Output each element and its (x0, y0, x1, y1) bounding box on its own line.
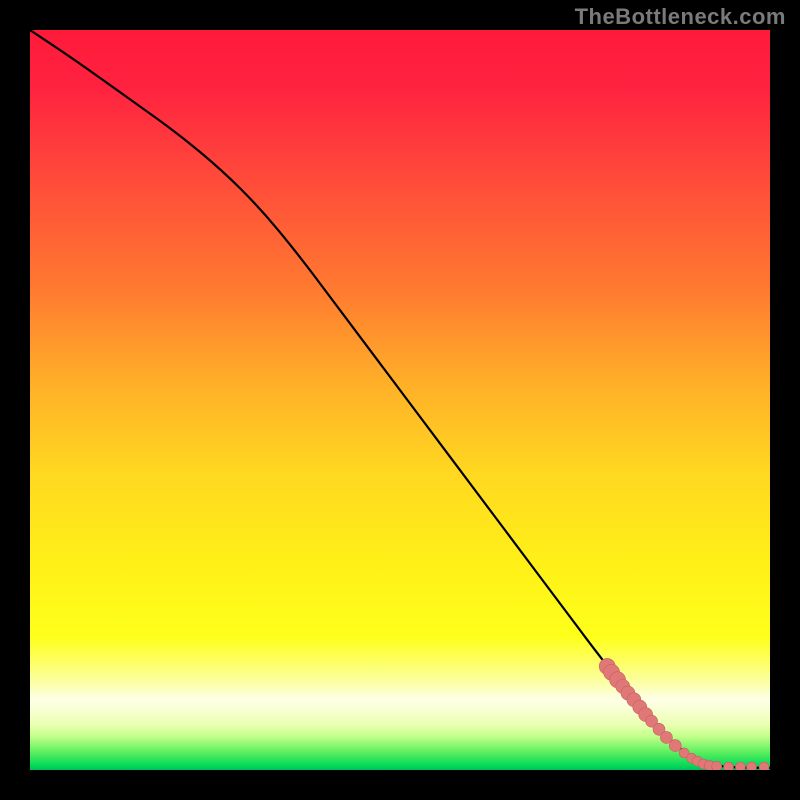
data-marker (669, 740, 681, 752)
data-marker (712, 761, 722, 770)
data-marker (759, 762, 769, 770)
plot-svg (30, 30, 770, 770)
data-marker (735, 762, 745, 770)
curve-line (30, 30, 770, 768)
marker-group (599, 658, 769, 770)
data-marker (724, 762, 734, 770)
figure-outer: TheBottleneck.com (0, 0, 800, 800)
data-marker (747, 762, 757, 770)
plot-area (30, 30, 770, 770)
watermark-text: TheBottleneck.com (575, 4, 786, 30)
